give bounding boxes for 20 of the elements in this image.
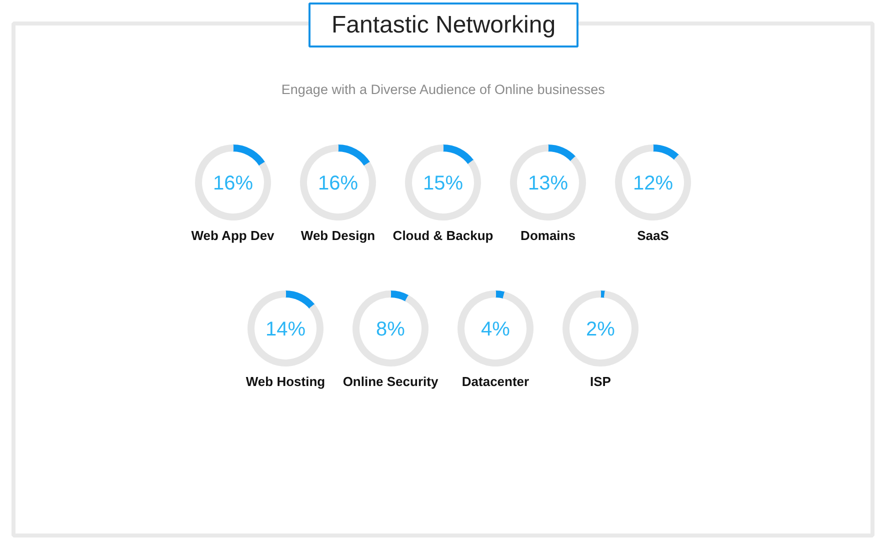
text: 14%: [265, 318, 306, 340]
text: 4%: [481, 318, 510, 340]
text: Fantastic Networking: [331, 12, 556, 38]
text: SaaS: [637, 228, 670, 243]
text: 15%: [422, 172, 464, 194]
text: Web App Dev: [191, 228, 276, 243]
text: 2%: [586, 318, 616, 340]
text: Online Security: [342, 374, 439, 389]
text: Engage with a Diverse Audience of Online businesses: [281, 82, 606, 97]
text: 16%: [318, 172, 358, 194]
text: Datacenter: [462, 374, 530, 389]
text: 12%: [632, 172, 674, 194]
text: 16%: [212, 172, 254, 194]
text: Web Hosting: [246, 374, 326, 389]
text: 13%: [528, 172, 568, 194]
text: Domains: [520, 228, 576, 243]
text: 8%: [376, 318, 406, 340]
text: Cloud & Backup: [392, 228, 494, 243]
text: ISP: [590, 374, 612, 389]
text: Web Design: [300, 228, 376, 243]
